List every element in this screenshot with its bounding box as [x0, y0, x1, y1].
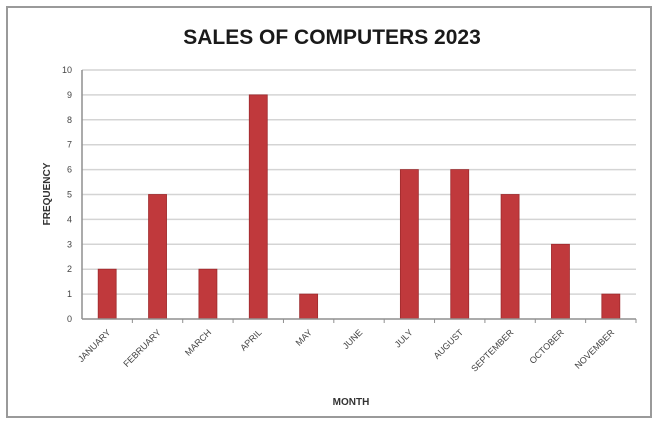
y-tick-label: 1 [67, 289, 72, 299]
gridlines [82, 69, 636, 295]
x-tick-label: NOVEMBER [573, 327, 617, 371]
bars [97, 94, 621, 320]
bar-july [399, 169, 419, 320]
bar-january [97, 268, 117, 320]
y-tick-label: 9 [67, 90, 72, 100]
x-tick-label: SEPTEMBER [469, 327, 516, 374]
bar-october [551, 243, 570, 320]
x-tick-label: JANUARY [76, 327, 113, 364]
x-tick-label: AUGUST [432, 327, 466, 361]
bar-may [299, 293, 319, 320]
bar-august [450, 169, 470, 320]
bar-november [601, 293, 621, 320]
x-tick-label: JUNE [341, 327, 365, 351]
axes [81, 70, 637, 323]
chart-title: SALES OF COMPUTERS 2023 [183, 26, 481, 49]
bar-february [148, 194, 167, 320]
bar-april [248, 94, 268, 320]
y-tick-label: 7 [67, 140, 72, 150]
y-tick-label: 2 [67, 264, 72, 274]
y-tick-label: 8 [67, 115, 72, 125]
y-tick-label: 10 [62, 65, 72, 75]
y-tick-label: 4 [67, 214, 72, 224]
y-tick-label: 0 [67, 314, 72, 324]
chart-frame [6, 6, 652, 418]
x-axis-label: MONTH [333, 397, 370, 408]
x-tick-label: OCTOBER [527, 327, 566, 366]
y-tick-label: 6 [67, 165, 72, 175]
x-tick-labels: JANUARY FEBRUARY MARCH APRIL MAY JUNE JULY AUGU… [76, 327, 617, 374]
y-tick-labels: 0 1 2 3 4 5 6 7 8 9 10 [62, 65, 72, 324]
x-tick-label: FEBRUARY [121, 327, 163, 369]
y-tick-label: 5 [67, 190, 72, 200]
x-tick-label: MAY [294, 327, 314, 347]
bar-march [198, 268, 218, 320]
y-tick-label: 3 [67, 239, 72, 249]
x-tick-label: MARCH [183, 327, 213, 357]
x-tick-label: APRIL [238, 327, 263, 352]
x-tick-label: JULY [393, 327, 415, 349]
y-axis-label: FREQUENCY [42, 162, 53, 225]
bar-september [500, 194, 520, 320]
